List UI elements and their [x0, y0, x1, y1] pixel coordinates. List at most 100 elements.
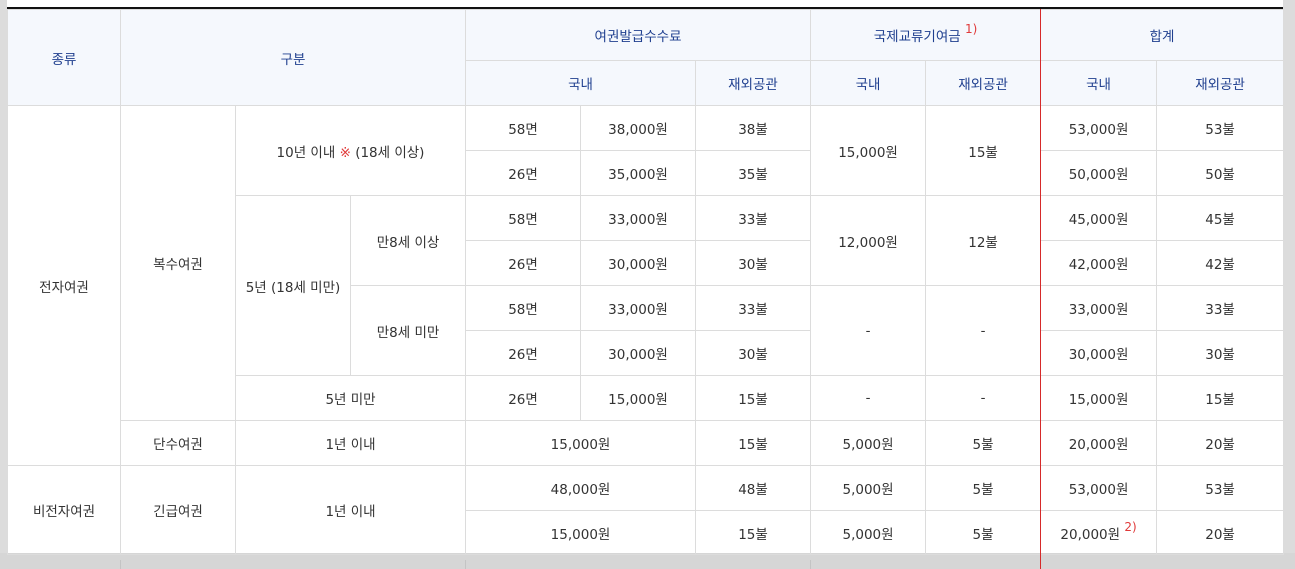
footnote-mark-2: 2): [1124, 519, 1137, 534]
page-count: 58면: [465, 285, 582, 331]
issue-fee-overseas: 48불: [695, 465, 812, 511]
header-total: 합계: [1040, 9, 1285, 61]
next-row-divider: [465, 560, 466, 569]
total-domestic-value: 20,000원: [1060, 526, 1121, 543]
intl-fee-domestic: 5,000원: [810, 510, 927, 555]
table-top-rule: [7, 7, 1283, 9]
page-count: 58면: [465, 195, 582, 241]
total-domestic: 42,000원: [1040, 240, 1158, 286]
total-overseas: 30불: [1156, 330, 1285, 376]
issue-fee-overseas: 30불: [695, 330, 812, 376]
intl-fee-domestic: -: [810, 285, 927, 376]
bottom-frame-margin: [0, 553, 1295, 569]
intl-fee-domestic: 15,000원: [810, 105, 927, 196]
subheader-total-domestic: 국내: [1040, 60, 1158, 106]
issue-fee-overseas: 33불: [695, 195, 812, 241]
header-kind: 종류: [7, 9, 121, 106]
total-domestic: 20,000원: [1040, 420, 1158, 466]
issue-fee-domestic: 35,000원: [580, 150, 697, 196]
issue-fee-overseas: 35불: [695, 150, 812, 196]
total-overseas: 20불: [1156, 510, 1285, 555]
page-count: 26면: [465, 240, 582, 286]
next-row-divider: [120, 560, 121, 569]
right-frame-margin: [1283, 0, 1295, 569]
total-domestic: 33,000원: [1040, 285, 1158, 331]
note-mark: ※: [339, 144, 351, 161]
kind-electronic-passport: 전자여권: [7, 105, 121, 466]
page-count: 58면: [465, 105, 582, 151]
page-count: 26면: [465, 330, 582, 376]
total-domestic: 15,000원: [1040, 375, 1158, 421]
intl-fee-domestic: 5,000원: [810, 420, 927, 466]
subheader-intl-domestic: 국내: [810, 60, 927, 106]
issue-fee-domestic: 33,000원: [580, 195, 697, 241]
age-8-and-over: 만8세 이상: [349, 195, 467, 286]
next-row-divider: [810, 560, 811, 569]
total-domestic: 45,000원: [1040, 195, 1158, 241]
validity-10-years-label: 10년 이내: [276, 144, 336, 161]
total-domestic: 50,000원: [1040, 150, 1158, 196]
issue-fee-domestic: 15,000원: [580, 375, 697, 421]
page-count: 26면: [465, 375, 582, 421]
validity-10-years-age: (18세 이상): [355, 144, 425, 161]
header-issue-fee: 여권발급수수료: [465, 9, 812, 61]
issue-fee-domestic: 48,000원: [465, 465, 697, 511]
header-international-fee-label: 국제교류기여금: [873, 29, 961, 45]
issue-fee-domestic: 33,000원: [580, 285, 697, 331]
total-overseas: 33불: [1156, 285, 1285, 331]
issue-fee-overseas: 33불: [695, 285, 812, 331]
total-overseas: 53불: [1156, 465, 1285, 511]
issue-fee-overseas: 38불: [695, 105, 812, 151]
total-overseas: 42불: [1156, 240, 1285, 286]
intl-fee-domestic: 12,000원: [810, 195, 927, 286]
validity-5-years-minor: 5년 (18세 미만): [235, 195, 351, 376]
age-under-8: 만8세 미만: [349, 285, 467, 376]
subheader-total-overseas: 재외공관: [1156, 60, 1285, 106]
intl-fee-overseas: 12불: [925, 195, 1042, 286]
issue-fee-domestic: 15,000원: [465, 510, 697, 555]
total-domestic: 53,000원: [1040, 105, 1158, 151]
issue-fee-overseas: 30불: [695, 240, 812, 286]
intl-fee-overseas: 5불: [925, 420, 1042, 466]
page-count: 26면: [465, 150, 582, 196]
passport-fee-table: 종류 구분 여권발급수수료 국제교류기여금 1) 합계 국내 재외공관 국내 재…: [7, 9, 1295, 555]
kind-non-electronic-passport: 비전자여권: [7, 465, 121, 555]
total-overseas: 45불: [1156, 195, 1285, 241]
intl-fee-overseas: -: [925, 375, 1042, 421]
header-international-fee: 국제교류기여금 1): [810, 9, 1042, 61]
intl-fee-overseas: -: [925, 285, 1042, 376]
total-domestic: 20,000원 2): [1040, 510, 1158, 555]
total-overseas: 53불: [1156, 105, 1285, 151]
issue-fee-domestic: 38,000원: [580, 105, 697, 151]
total-overseas: 15불: [1156, 375, 1285, 421]
validity-1-year: 1년 이내: [234, 420, 467, 466]
total-domestic: 53,000원: [1040, 465, 1158, 511]
subheader-issue-overseas: 재외공관: [695, 60, 812, 106]
issue-fee-domestic: 30,000원: [580, 330, 697, 376]
header-category: 구분: [119, 9, 467, 106]
validity-10-years: 10년 이내 ※ (18세 이상): [234, 105, 467, 196]
total-column-highlight: [1040, 9, 1041, 569]
issue-fee-overseas: 15불: [695, 375, 812, 421]
type-emergency-passport: 긴급여권: [120, 465, 236, 555]
total-overseas: 50불: [1156, 150, 1285, 196]
intl-fee-domestic: -: [810, 375, 927, 421]
subheader-intl-overseas: 재외공관: [925, 60, 1042, 106]
total-domestic: 30,000원: [1040, 330, 1158, 376]
subheader-issue-domestic: 국내: [465, 60, 697, 106]
intl-fee-overseas: 5불: [925, 465, 1042, 511]
total-overseas: 20불: [1156, 420, 1285, 466]
issue-fee-domestic: 15,000원: [465, 420, 697, 466]
issue-fee-overseas: 15불: [695, 510, 812, 555]
intl-fee-overseas: 5불: [925, 510, 1042, 555]
validity-under-5-years: 5년 미만: [234, 375, 467, 421]
issue-fee-overseas: 15불: [695, 420, 812, 466]
footnote-mark-1: 1): [965, 22, 978, 36]
issue-fee-domestic: 30,000원: [580, 240, 697, 286]
intl-fee-overseas: 15불: [925, 105, 1042, 196]
left-frame-margin: [0, 0, 7, 569]
validity-1-year: 1년 이내: [234, 465, 467, 555]
type-single-passport: 단수여권: [120, 420, 236, 466]
type-multiple-passport: 복수여권: [120, 105, 236, 421]
intl-fee-domestic: 5,000원: [810, 465, 927, 511]
